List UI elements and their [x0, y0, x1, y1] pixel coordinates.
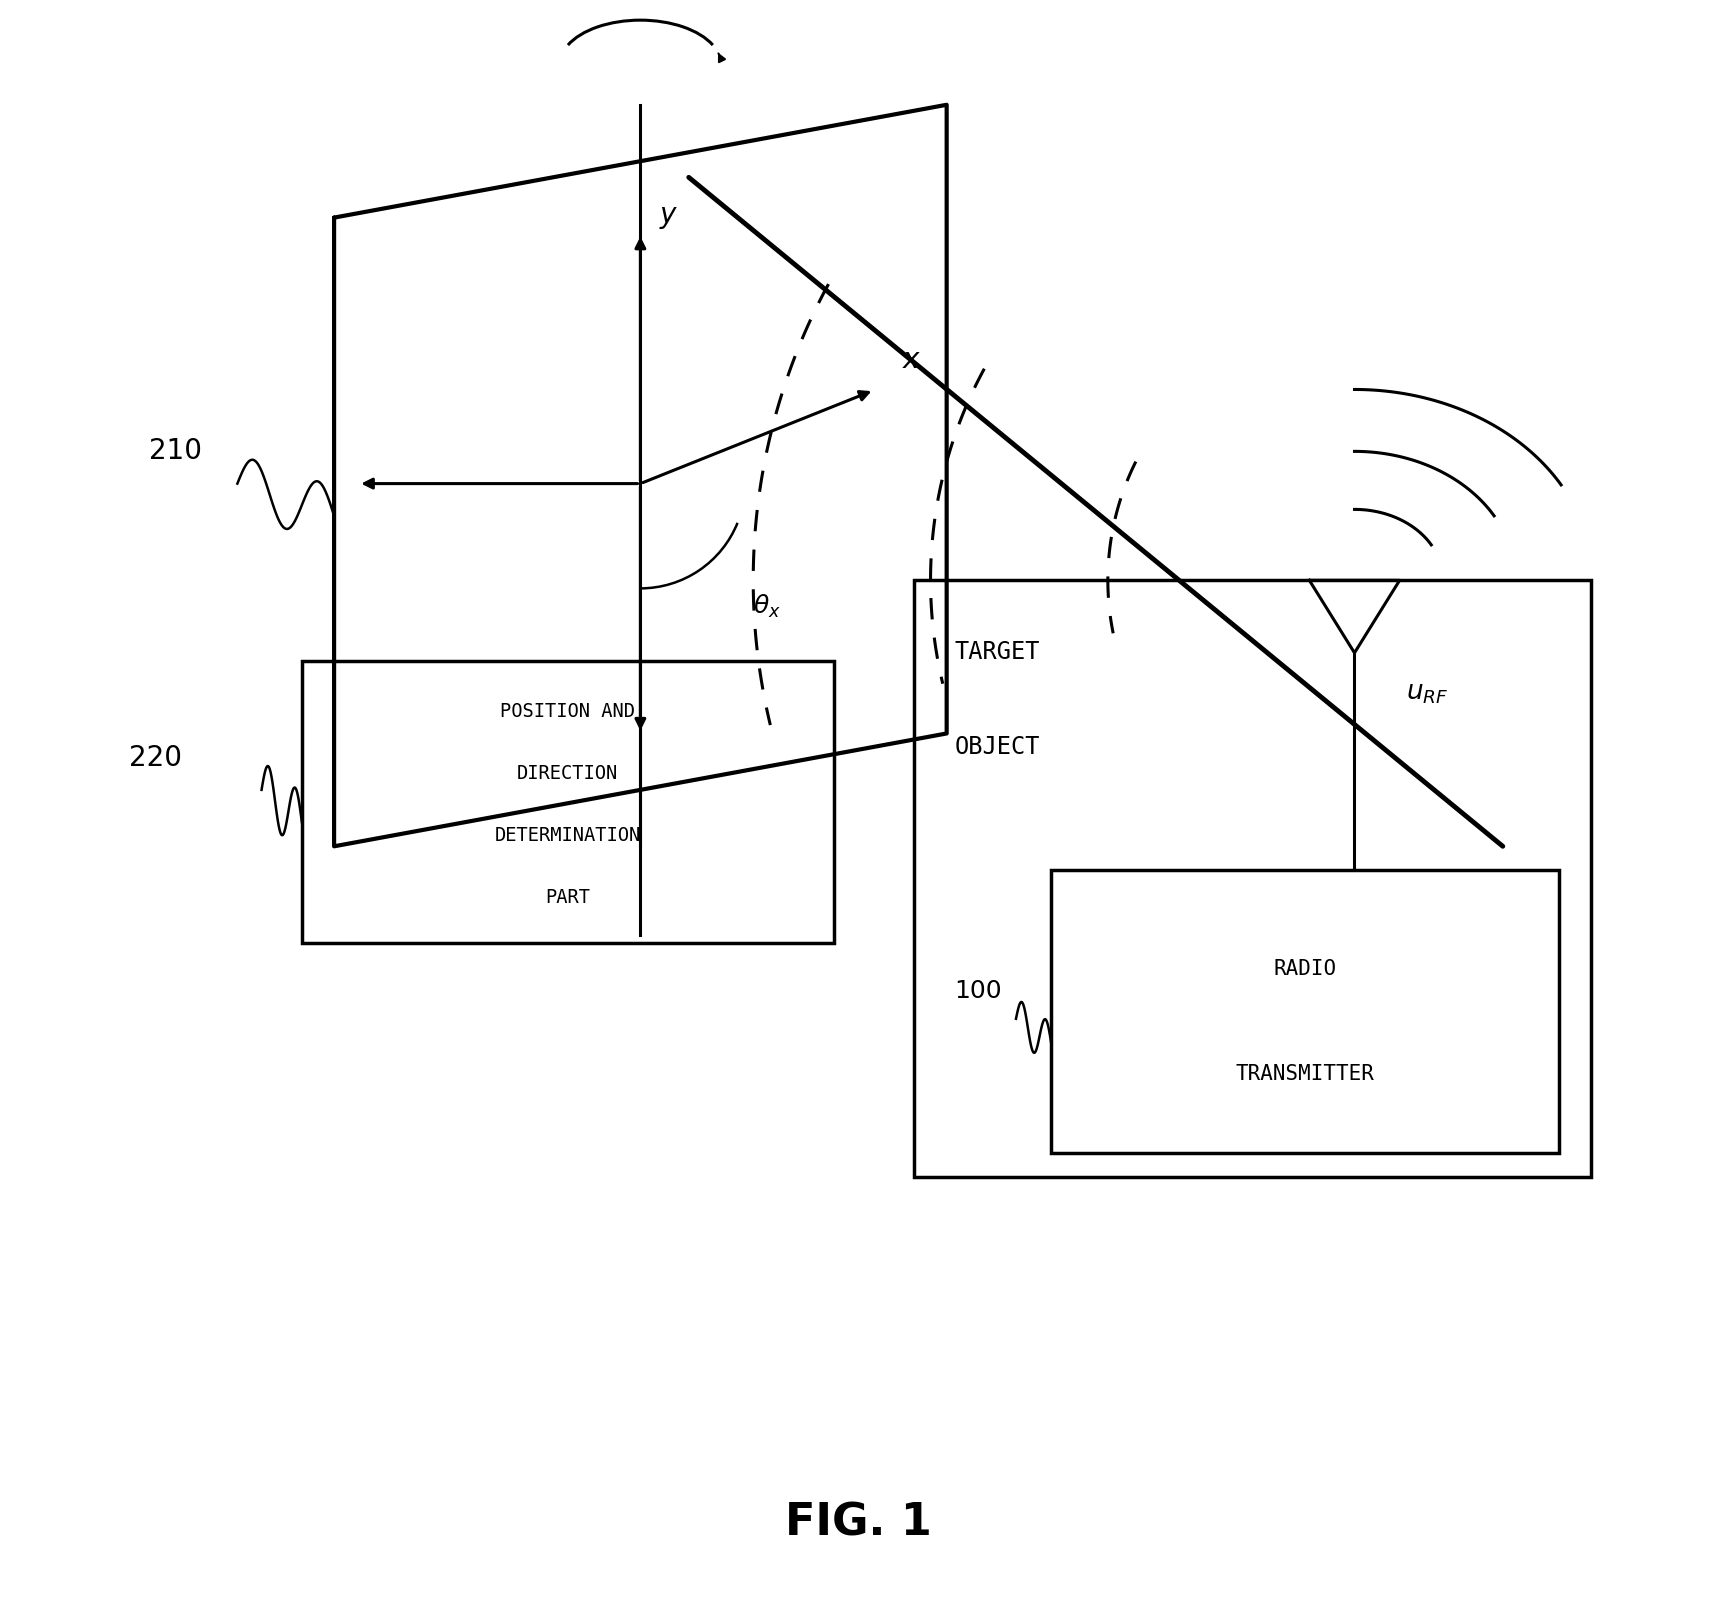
- Text: OBJECT: OBJECT: [954, 735, 1040, 759]
- Text: $u_{RF}$: $u_{RF}$: [1405, 680, 1448, 706]
- Text: DIRECTION: DIRECTION: [517, 764, 618, 783]
- Text: PART: PART: [546, 888, 590, 908]
- Text: x: x: [903, 347, 920, 374]
- Bar: [915, 580, 1591, 1177]
- Text: 220: 220: [129, 743, 182, 772]
- Text: $\theta_x$: $\theta_x$: [753, 593, 781, 621]
- Bar: [302, 661, 834, 943]
- Bar: [1052, 870, 1560, 1153]
- Text: 210: 210: [149, 437, 202, 466]
- Text: FIG. 1: FIG. 1: [784, 1502, 932, 1544]
- Text: TARGET: TARGET: [954, 640, 1040, 664]
- Text: 100: 100: [954, 980, 1002, 1003]
- Text: y: y: [659, 202, 676, 229]
- Text: RADIO: RADIO: [1273, 959, 1337, 978]
- Text: DETERMINATION: DETERMINATION: [494, 827, 642, 845]
- Text: POSITION AND: POSITION AND: [501, 703, 635, 721]
- Text: TRANSMITTER: TRANSMITTER: [1236, 1064, 1375, 1083]
